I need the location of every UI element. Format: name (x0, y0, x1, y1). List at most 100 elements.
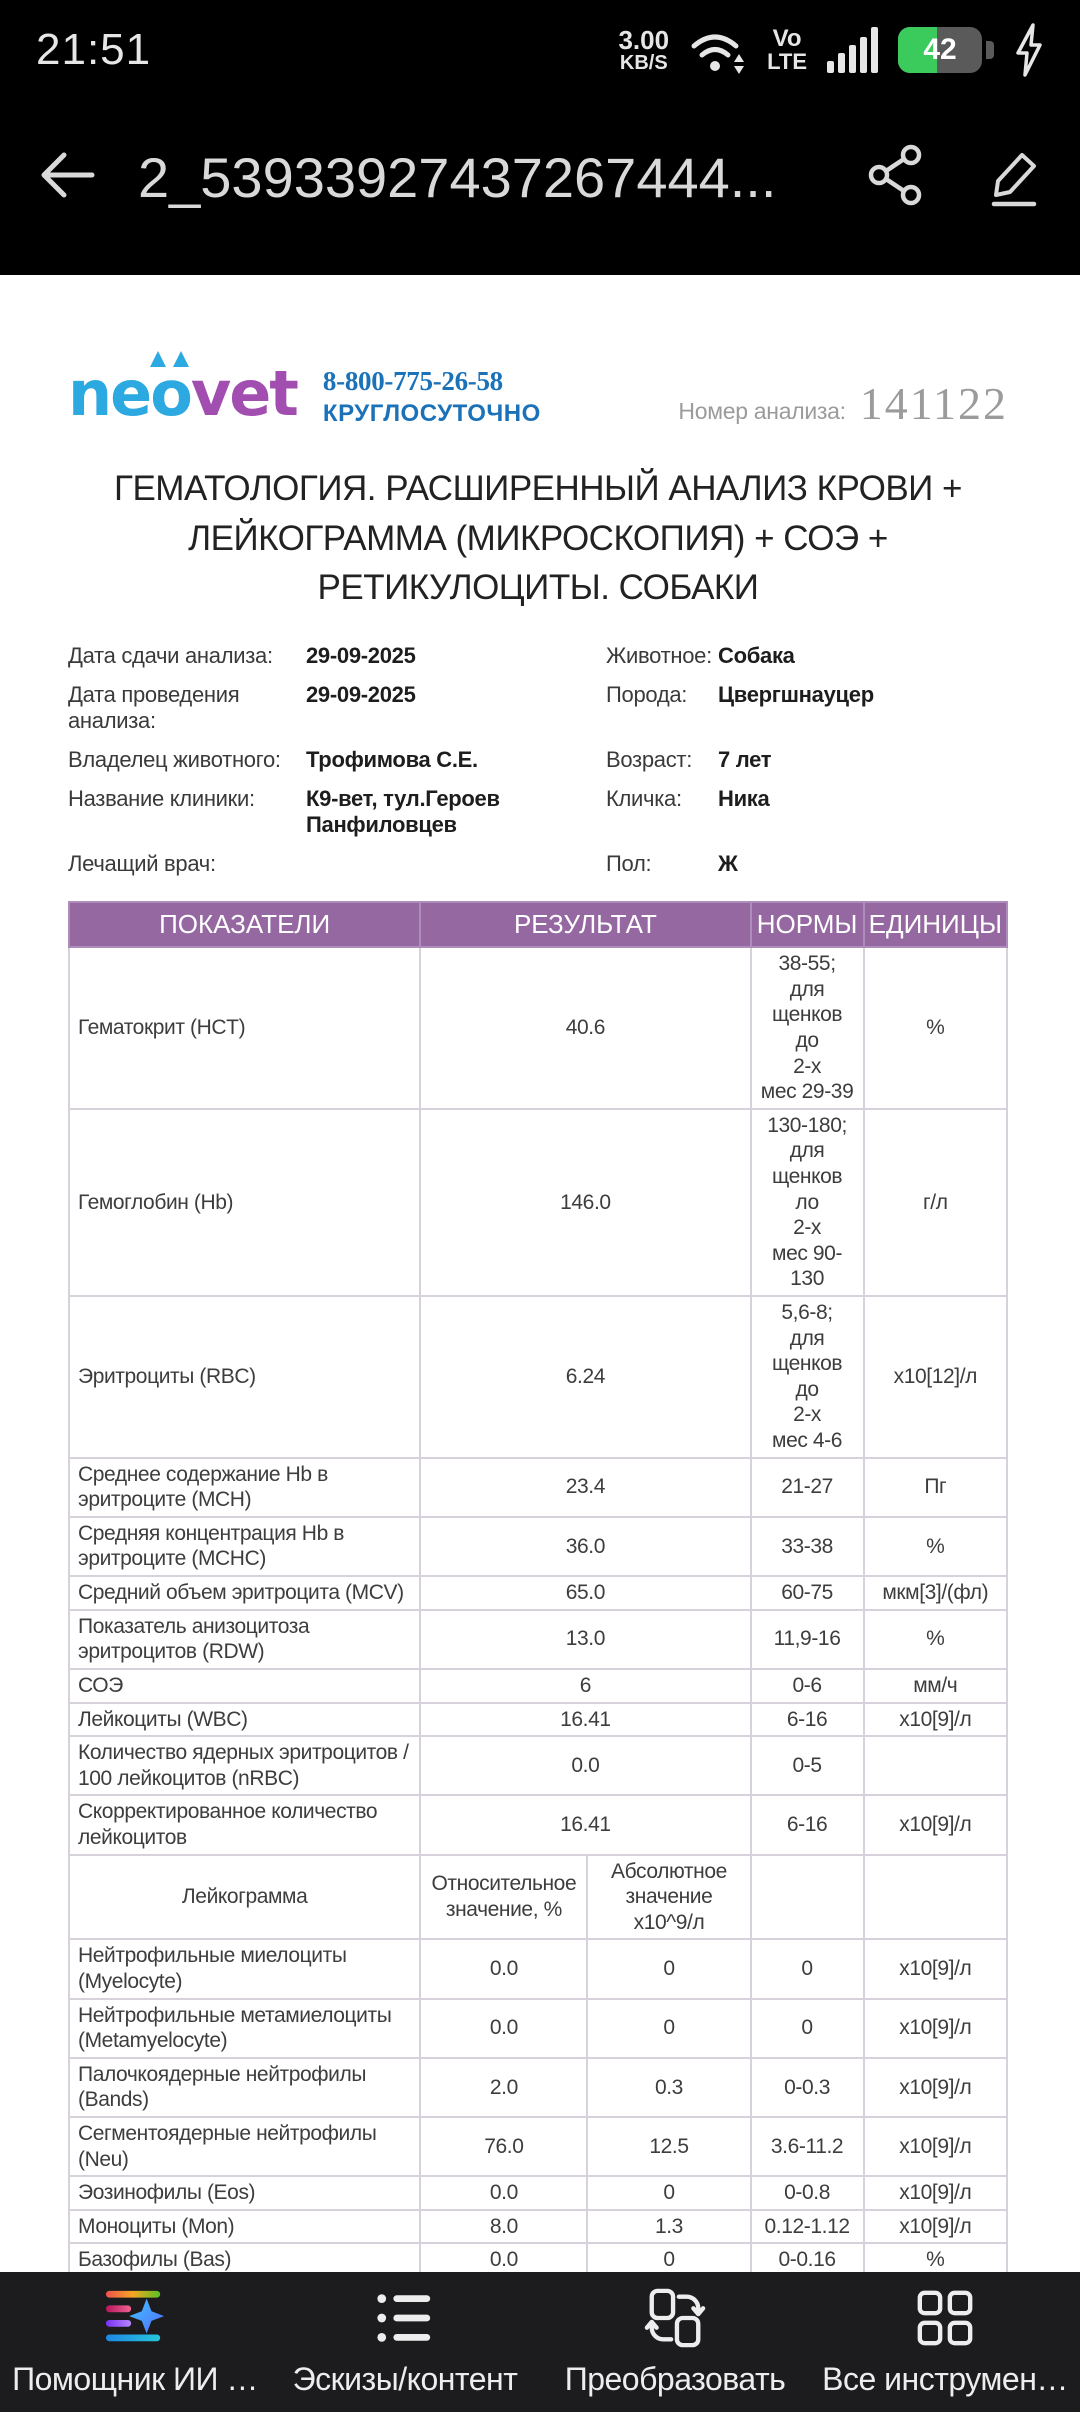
unit-cell (862, 1735, 1009, 1797)
unit-cell: x10[9]/л (862, 1701, 1009, 1738)
norm-cell: 0-0.3 (749, 2056, 865, 2119)
indicator-cell: Нейтрофильные миелоциты (Myelocyte) (67, 1938, 422, 2000)
network-speed: 3.00 KB/S (618, 25, 670, 74)
table-row: Лейкограмма Относительное значение, % Абсо… (67, 1853, 1009, 1941)
wifi-icon (689, 19, 747, 81)
relative-value-cell: 0.0 (419, 2242, 589, 2272)
result-cell: 146.0 (419, 1107, 752, 1297)
norm-cell: 0 (749, 1938, 865, 2000)
indicator-cell: Гематокрит (HCT) (67, 946, 422, 1110)
result-cell: 0.0 (419, 1735, 752, 1797)
meta-label: Дата сдачи анализа: (68, 643, 273, 669)
result-cell: 16.41 (419, 1701, 752, 1738)
nav-item-convert[interactable]: Преобразовать (540, 2272, 810, 2412)
meta-value: Цвергшнауцер (718, 682, 874, 708)
indicator-cell: Лейкоциты (WBC) (67, 1701, 422, 1738)
norm-cell: 6-16 (749, 1794, 865, 1856)
relative-value-cell: 8.0 (419, 2208, 589, 2245)
result-cell: 36.0 (419, 1515, 752, 1578)
nav-item-all-tools[interactable]: Все инструмен… (810, 2272, 1080, 2412)
norm-cell: 0 (749, 1997, 865, 2059)
result-cell: 13.0 (419, 1608, 752, 1670)
relative-value-cell: 0.0 (419, 2175, 589, 2211)
table-row: Показатель анизоцитоза эритроцитов (RDW)… (67, 1608, 1009, 1670)
indicator-cell: Сегментоядерные нейтрофилы (Neu) (67, 2116, 422, 2178)
indicator-cell: Эритроциты (RBC) (67, 1294, 422, 1459)
document-title: 2_53933927437267444... (138, 146, 777, 209)
norm-cell: 38-55; для щенков до 2-х мес 29-39 (749, 946, 865, 1110)
battery-level: 42 (923, 33, 957, 66)
meta-value: Ж (718, 851, 738, 877)
relative-value-cell: 2.0 (419, 2056, 589, 2119)
unit-cell: г/л (862, 1107, 1009, 1297)
absolute-value-cell: 0.3 (586, 2056, 752, 2119)
norm-cell: 0-0.16 (749, 2242, 865, 2272)
meta-value: Ника (718, 786, 770, 812)
norm-cell: 0-6 (749, 1667, 865, 1704)
absolute-value-cell: 0 (586, 2242, 752, 2272)
meta-value (306, 851, 606, 877)
unit-cell: x10[9]/л (862, 2056, 1009, 2119)
indicator-cell: Среднее содержание Hb в эритроците (MCH) (67, 1456, 422, 1518)
clock: 21:51 (36, 25, 152, 74)
col-header-units: ЕДИНИЦЫ (862, 901, 1009, 949)
table-body: Гематокрит (HCT) 40.6 38-55; для щенков до… (67, 946, 1009, 2272)
back-button[interactable] (34, 143, 98, 212)
table-row: Нейтрофильные метамиелоциты (Metamyelocy… (67, 1997, 1009, 2059)
indicator-cell: Палочкоядерные нейтрофилы (Bands) (67, 2056, 422, 2119)
indicator-cell: Количество ядерных эритроцитов / 100 лей… (67, 1735, 422, 1797)
unit-cell: % (862, 2242, 1009, 2272)
unit-cell: x10[9]/л (862, 2175, 1009, 2211)
meta-value: Собака (718, 643, 795, 669)
bottom-toolbar: Помощник ИИ … Эскизы/контент (0, 2272, 1080, 2412)
nav-label-all-tools: Все инструмен… (822, 2360, 1068, 2397)
meta-value: 29-09-2025 (306, 643, 416, 669)
table-row: Количество ядерных эритроцитов / 100 лей… (67, 1735, 1009, 1797)
absolute-value-cell: 0 (586, 1938, 752, 2000)
edit-button[interactable] (982, 143, 1046, 212)
share-button[interactable] (866, 143, 926, 212)
table-row: Нейтрофильные миелоциты (Myelocyte) 0.0 0 0… (67, 1938, 1009, 2000)
relative-value-cell: 76.0 (419, 2116, 589, 2178)
nav-item-ai-assistant[interactable]: Помощник ИИ … (0, 2272, 270, 2412)
table-row: Гематокрит (HCT) 40.6 38-55; для щенков до… (67, 946, 1009, 1110)
indicator-cell: Базофилы (Bas) (67, 2242, 422, 2272)
nav-label-convert: Преобразовать (564, 2360, 786, 2397)
nav-item-outline[interactable]: Эскизы/контент (270, 2272, 540, 2412)
table-row: Моноциты (Mon) 8.0 1.3 0.12-1.12 x10[9]/л (67, 2208, 1009, 2245)
letterhead: neovet 8-800-775-26-58 КРУГЛОСУТОЧНО Ном… (68, 351, 1008, 430)
meta-label: Возраст: (606, 747, 693, 773)
relative-value-cell: 0.0 (419, 1997, 589, 2059)
absolute-value-cell: 0 (586, 1997, 752, 2059)
meta-label: Название клиники: (68, 786, 255, 812)
norm-cell: 0.12-1.12 (749, 2208, 865, 2245)
grid-icon (914, 2287, 976, 2349)
unit-cell: x10[12]/л (862, 1294, 1009, 1459)
norm-cell: 21-27 (749, 1456, 865, 1518)
table-row: Палочкоядерные нейтрофилы (Bands) 2.0 0.3 0… (67, 2056, 1009, 2119)
table-row: Сегментоядерные нейтрофилы (Neu) 76.0 12.5… (67, 2116, 1009, 2178)
battery-icon: 42 (898, 27, 982, 73)
nav-label-ai-assistant: Помощник ИИ … (12, 2360, 258, 2397)
indicator-cell: Эозинофилы (Eos) (67, 2175, 422, 2211)
table-row: Эозинофилы (Eos) 0.0 0 0-0.8 x10[9]/л (67, 2175, 1009, 2211)
relative-value-cell: 0.0 (419, 1938, 589, 2000)
meta-label: Порода: (606, 682, 688, 708)
meta-value: Трофимова С.Е. (306, 747, 478, 773)
meta-value: К9-вет, тул.Героев Панфиловцев (306, 786, 500, 838)
unit-cell: % (862, 1515, 1009, 1578)
analysis-number-value: 141122 (859, 378, 1008, 429)
volte-indicator: Vo LTE (767, 25, 807, 74)
unit-cell (862, 1853, 1009, 1941)
result-cell: 6 (419, 1667, 752, 1704)
unit-cell: x10[9]/л (862, 2208, 1009, 2245)
unit-cell: % (862, 1608, 1009, 1670)
app-toolbar: 2_53933927437267444... (0, 100, 1080, 275)
norm-cell: 5,6-8; для щенков до 2-х мес 4-6 (749, 1294, 865, 1459)
meta-label: Лечащий врач: (68, 851, 216, 877)
phone-subtitle: КРУГЛОСУТОЧНО (322, 399, 541, 427)
absolute-value-cell: 1.3 (586, 2208, 752, 2245)
norm-cell: 33-38 (749, 1515, 865, 1578)
absolute-value-cell: 12.5 (586, 2116, 752, 2178)
list-icon (374, 2287, 436, 2349)
